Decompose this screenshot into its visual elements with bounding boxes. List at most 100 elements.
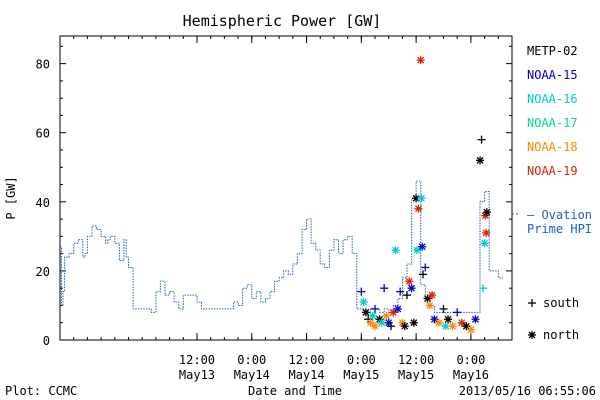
- data-point-north: [398, 318, 407, 327]
- legend-series-noaa-17: NOAA-17: [527, 116, 578, 130]
- legend-series-noaa-15: NOAA-15: [527, 68, 578, 82]
- data-point-north: [361, 308, 370, 317]
- data-point-south: [421, 263, 430, 272]
- marker-stroke: [435, 319, 443, 327]
- data-point-north: [359, 298, 368, 306]
- marker-stroke: [410, 319, 418, 327]
- marker-stroke: [417, 194, 425, 202]
- x-tick-label-date: May13: [179, 368, 215, 382]
- legend-series-noaa-16: NOAA-16: [527, 92, 578, 106]
- data-point-north: [462, 322, 471, 331]
- data-point-north: [366, 318, 375, 327]
- marker-stroke: [362, 308, 370, 316]
- data-point-north: [476, 156, 485, 165]
- marker-stroke: [376, 315, 384, 323]
- ovation-hpi-series: [60, 180, 503, 313]
- marker-stroke: [476, 156, 484, 164]
- x-tick-label-time: 12:00: [179, 353, 215, 367]
- marker-stroke: [405, 277, 413, 285]
- data-point-south: [380, 284, 389, 293]
- marker-stroke: [449, 322, 457, 330]
- x-tick-label-time: 12:00: [398, 353, 434, 367]
- plot-source-label: Plot: CCMC: [5, 384, 77, 398]
- marker-stroke: [528, 331, 536, 339]
- legend-marker-label: south: [543, 296, 579, 310]
- x-tick-label-date: May15: [398, 368, 434, 382]
- y-tick-label: 80: [36, 58, 50, 72]
- data-point-south: [453, 308, 462, 317]
- legend-series-metp-02: METP-02: [527, 44, 578, 58]
- y-tick-label: 60: [36, 127, 50, 141]
- marker-stroke: [389, 308, 397, 316]
- marker-stroke: [398, 319, 406, 327]
- x-tick-label-time: 12:00: [288, 353, 324, 367]
- data-point-north: [407, 284, 416, 293]
- data-point-south: [477, 135, 486, 144]
- marker-stroke: [428, 291, 436, 299]
- marker-stroke: [442, 322, 450, 330]
- y-tick-label: 20: [36, 265, 50, 279]
- data-point-north: [389, 308, 398, 317]
- data-point-north: [409, 318, 418, 327]
- data-point-north: [425, 301, 434, 310]
- data-point-north: [423, 294, 432, 303]
- x-tick-label-date: May14: [288, 368, 324, 382]
- marker-stroke: [412, 194, 420, 202]
- data-point-north: [400, 322, 409, 331]
- marker-stroke: [424, 295, 431, 303]
- data-point-north: [417, 194, 426, 203]
- legend-series-noaa-18: NOAA-18: [527, 140, 578, 154]
- marker-stroke: [462, 322, 470, 330]
- marker-stroke: [408, 284, 416, 292]
- legend-marker-south: [528, 299, 536, 307]
- data-point-north: [371, 322, 380, 331]
- marker-stroke: [417, 56, 425, 64]
- data-point-north: [480, 239, 489, 248]
- y-tick-label: 40: [36, 196, 50, 210]
- marker-stroke: [369, 312, 377, 320]
- x-tick-label-time: 0:00: [237, 353, 266, 367]
- marker-stroke: [401, 322, 409, 330]
- data-point-north: [393, 304, 402, 313]
- legend-marker-label: north: [543, 328, 579, 342]
- ovation-line: [60, 180, 503, 313]
- data-point-north: [466, 325, 475, 334]
- marker-stroke: [482, 229, 490, 237]
- marker-stroke: [414, 205, 422, 213]
- legend: METP-02 NOAA-15 NOAA-16 NOAA-17 NOAA-18 NOAA-…: [512, 44, 592, 342]
- legend-ovation-line2: Prime HPI: [527, 222, 592, 236]
- data-point-north: [412, 246, 421, 255]
- marker-stroke: [467, 326, 475, 334]
- data-point-north: [482, 208, 491, 217]
- data-point-north: [481, 211, 490, 220]
- x-tick-label-date: May15: [343, 368, 379, 382]
- data-point-north: [418, 242, 427, 251]
- data-point-north: [471, 315, 480, 324]
- data-point-north: [430, 315, 439, 324]
- data-point-south: [396, 287, 405, 296]
- marker-stroke: [418, 243, 426, 251]
- data-point-north: [434, 318, 443, 327]
- marker-stroke: [392, 246, 400, 254]
- data-point-south: [371, 304, 380, 313]
- marker-stroke: [444, 315, 452, 323]
- axes: 02040608012:00May130:00May1412:00May140:…: [36, 35, 513, 382]
- data-point-north: [457, 318, 466, 327]
- data-point-north: [448, 322, 457, 331]
- x-tick-label-date: May16: [453, 368, 489, 382]
- marker-stroke: [378, 319, 386, 327]
- data-point-north: [482, 228, 491, 237]
- legend-ovation-line1: — Ovation: [527, 208, 592, 222]
- marker-stroke: [483, 208, 491, 216]
- data-point-north: [416, 56, 425, 65]
- marker-stroke: [367, 319, 374, 327]
- data-point-north: [391, 246, 400, 255]
- legend-marker-north: [528, 331, 536, 339]
- data-point-south: [439, 304, 448, 313]
- data-point-north: [428, 291, 437, 300]
- y-axis-label: P [GW]: [4, 176, 18, 219]
- marker-stroke: [371, 322, 379, 330]
- marker-stroke: [481, 239, 489, 247]
- y-tick-label: 0: [43, 334, 50, 348]
